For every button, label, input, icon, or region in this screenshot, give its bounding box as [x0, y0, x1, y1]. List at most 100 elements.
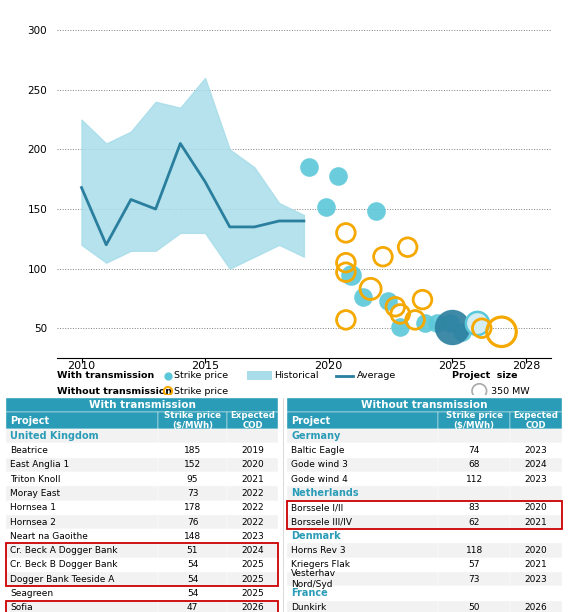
- Bar: [247, 371, 272, 381]
- Text: Hornsea 1: Hornsea 1: [10, 503, 56, 512]
- Text: Gode wind 3: Gode wind 3: [291, 460, 348, 469]
- Point: [378, 252, 387, 261]
- Text: 2025: 2025: [241, 575, 264, 584]
- Text: 2028: 2028: [512, 361, 540, 371]
- Point: [334, 171, 343, 181]
- Text: Moray East: Moray East: [10, 489, 60, 498]
- Text: 51: 51: [187, 546, 198, 555]
- Point: [448, 322, 457, 332]
- Text: 83: 83: [469, 503, 480, 512]
- Bar: [158, 543, 227, 558]
- Text: France: France: [291, 588, 328, 599]
- Bar: [6, 543, 158, 558]
- Bar: [287, 558, 438, 572]
- Bar: [227, 444, 278, 458]
- Text: 54: 54: [187, 589, 198, 598]
- Text: Strike price
($/MWh): Strike price ($/MWh): [164, 411, 221, 430]
- Bar: [6, 529, 158, 543]
- Bar: [6, 429, 158, 444]
- Bar: [227, 600, 278, 612]
- Bar: [158, 472, 227, 487]
- Text: United Kingdom: United Kingdom: [10, 431, 99, 441]
- Text: 2024: 2024: [525, 460, 548, 469]
- Bar: [6, 458, 158, 472]
- Text: 68: 68: [469, 460, 480, 469]
- Bar: [6, 412, 158, 429]
- Text: 2025: 2025: [438, 361, 466, 371]
- Text: 2010: 2010: [68, 361, 95, 371]
- Bar: [158, 600, 227, 612]
- Bar: [158, 458, 227, 472]
- Text: Borssele III/IV: Borssele III/IV: [291, 518, 352, 526]
- Bar: [158, 586, 227, 600]
- Point: [304, 162, 314, 172]
- Bar: [287, 444, 438, 458]
- Text: Triton Knoll: Triton Knoll: [10, 475, 61, 483]
- Bar: [510, 572, 562, 586]
- Text: 2019: 2019: [241, 446, 264, 455]
- Point: [403, 242, 412, 252]
- Text: 95: 95: [187, 475, 198, 483]
- Bar: [438, 444, 510, 458]
- Bar: [287, 458, 438, 472]
- Bar: [510, 515, 562, 529]
- Text: Dunkirk: Dunkirk: [291, 603, 327, 612]
- Bar: [227, 458, 278, 472]
- Text: 57: 57: [469, 561, 480, 569]
- Bar: [438, 412, 510, 429]
- Bar: [438, 429, 510, 444]
- Text: 2024: 2024: [241, 546, 264, 555]
- Bar: [287, 412, 438, 429]
- Text: 2020: 2020: [525, 503, 548, 512]
- Point: [346, 270, 356, 280]
- Bar: [6, 487, 158, 501]
- Bar: [227, 543, 278, 558]
- Bar: [287, 543, 438, 558]
- Text: Strike price: Strike price: [174, 387, 228, 395]
- Point: [475, 386, 484, 396]
- Text: 73: 73: [187, 489, 198, 498]
- Text: Beatrice: Beatrice: [10, 446, 48, 455]
- Text: 76: 76: [187, 518, 198, 526]
- Text: 112: 112: [466, 475, 483, 483]
- Bar: [438, 487, 510, 501]
- Point: [341, 315, 350, 325]
- Text: 350 MW: 350 MW: [491, 387, 529, 395]
- Text: 2021: 2021: [525, 561, 548, 569]
- Text: Borssele I/II: Borssele I/II: [291, 503, 344, 512]
- Text: 2023: 2023: [525, 446, 548, 455]
- Point: [391, 302, 400, 312]
- Text: 148: 148: [184, 532, 201, 541]
- Text: 2021: 2021: [241, 475, 264, 483]
- Bar: [438, 600, 510, 612]
- Text: With transmission: With transmission: [89, 400, 195, 410]
- Bar: [510, 444, 562, 458]
- Point: [396, 322, 405, 332]
- Bar: [6, 600, 278, 612]
- Bar: [227, 429, 278, 444]
- Bar: [438, 458, 510, 472]
- Text: Project: Project: [291, 416, 331, 426]
- Point: [366, 284, 375, 294]
- Bar: [287, 501, 562, 529]
- Bar: [158, 572, 227, 586]
- Bar: [6, 444, 158, 458]
- Text: 62: 62: [469, 518, 480, 526]
- Text: 2023: 2023: [241, 532, 264, 541]
- Text: 185: 185: [184, 446, 201, 455]
- Point: [445, 319, 454, 329]
- Bar: [510, 458, 562, 472]
- Bar: [510, 558, 562, 572]
- Text: 2025: 2025: [241, 589, 264, 598]
- Point: [433, 319, 442, 329]
- Bar: [287, 472, 438, 487]
- Bar: [6, 543, 278, 586]
- Text: Seagreen: Seagreen: [10, 589, 53, 598]
- Text: Expected
COD: Expected COD: [513, 411, 558, 430]
- Text: Kriegers Flak: Kriegers Flak: [291, 561, 350, 569]
- Text: Strike price
($/MWh): Strike price ($/MWh): [446, 411, 503, 430]
- Text: Denmark: Denmark: [291, 531, 341, 542]
- Bar: [510, 501, 562, 515]
- Text: 2021: 2021: [525, 518, 548, 526]
- Bar: [227, 529, 278, 543]
